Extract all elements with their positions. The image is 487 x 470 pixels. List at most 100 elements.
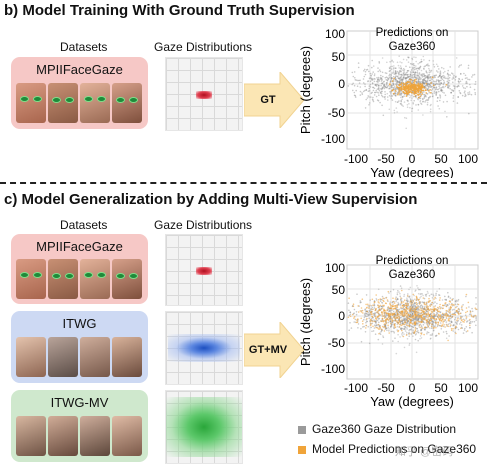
scatter-point (409, 73, 411, 76)
scatter-point (414, 305, 417, 307)
scatter-point (399, 77, 402, 79)
scatter-point (353, 312, 355, 314)
scatter-point (374, 317, 377, 319)
scatter-point (361, 320, 364, 322)
scatter-point (391, 80, 394, 82)
scatter-point (401, 327, 403, 330)
scatter-point (447, 82, 449, 85)
section-b-datasets-label: Datasets (60, 40, 108, 54)
scatter-point (408, 94, 411, 96)
scatter-point (382, 85, 385, 88)
x-tick: -50 (377, 381, 395, 395)
scatter-point (429, 334, 432, 336)
scatter-point (413, 311, 416, 314)
scatter-point (418, 93, 421, 95)
scatter-point (399, 321, 401, 324)
scatter-point (420, 328, 422, 331)
scatter-point (459, 73, 462, 75)
scatter-point (381, 104, 383, 107)
scatter-point (412, 85, 414, 87)
scatter-point (409, 324, 412, 327)
scatter-point (353, 315, 356, 318)
y-tick: 0 (338, 309, 345, 323)
scatter-point (405, 77, 407, 79)
scatter-point (419, 91, 422, 94)
scatter-point (427, 292, 429, 294)
scatter-point (415, 104, 417, 106)
scatter-point (457, 300, 459, 302)
scatter-point (373, 74, 376, 77)
scatter-point (349, 311, 352, 314)
scatter-point (365, 69, 368, 71)
scatter-point (434, 314, 437, 316)
scatter-point (362, 82, 365, 84)
scatter-point (458, 78, 461, 80)
scatter-point (428, 96, 431, 99)
scatter-point (369, 299, 371, 301)
scatter-point (419, 65, 422, 68)
scatter-point (374, 320, 376, 323)
scatter-point (429, 76, 432, 78)
scatter-point (417, 82, 420, 85)
scatter-point (397, 333, 399, 336)
scatter-point (369, 83, 372, 86)
scatter-point (412, 63, 415, 65)
scatter-point (401, 329, 403, 332)
scatter-point (413, 93, 415, 95)
scatter-point (435, 312, 438, 314)
scatter-point (406, 74, 409, 76)
scatter-point (405, 304, 408, 307)
scatter-point (417, 306, 419, 308)
scatter-point (396, 80, 399, 82)
scatter-point (423, 79, 426, 82)
scatter-point (451, 72, 453, 74)
scatter-point (398, 81, 400, 83)
scatter-point (407, 75, 409, 78)
scatter-point (418, 312, 421, 315)
scatter-point (370, 305, 373, 307)
scatter-point (385, 316, 387, 318)
scatter-point (359, 90, 362, 93)
scatter-point (390, 76, 393, 79)
scatter-point (375, 95, 378, 98)
scatter-point (473, 73, 476, 76)
scatter-point (459, 318, 461, 320)
scatter-point (432, 325, 435, 327)
scatter-point (364, 309, 366, 311)
x-axis-label: Yaw (degrees) (370, 165, 454, 178)
scatter-point (446, 324, 448, 326)
scatter-point (439, 322, 442, 324)
scatter-point (445, 321, 448, 323)
scatter-point (415, 80, 418, 83)
scatter-point (475, 297, 477, 299)
scatter-point (411, 312, 414, 315)
scatter-point (377, 304, 379, 307)
scatter-point (390, 93, 392, 95)
scatter-point (433, 80, 435, 82)
scatter-point (378, 85, 380, 87)
scatter-point (353, 84, 356, 87)
predictions-plot-b: Predictions on Gaze360 100 50 0 -50 -100… (300, 27, 479, 178)
scatter-point (439, 314, 442, 316)
scatter-point (370, 78, 373, 81)
scatter-point (428, 79, 431, 82)
scatter-point (363, 325, 365, 328)
scatter-point (416, 77, 419, 80)
scatter-point (432, 95, 434, 97)
scatter-point (457, 311, 460, 313)
scatter-point (400, 319, 403, 321)
scatter-point (453, 87, 456, 90)
scatter-point (412, 103, 415, 105)
scatter-point (370, 310, 373, 313)
scatter-point (388, 307, 391, 309)
scatter-point (410, 76, 412, 78)
legend-swatch-predictions (298, 446, 306, 454)
scatter-point (449, 297, 452, 299)
scatter-point (370, 74, 372, 77)
scatter-point (410, 69, 413, 71)
scatter-point (400, 88, 403, 91)
scatter-point (471, 321, 474, 323)
scatter-point (349, 315, 352, 318)
scatter-point (366, 313, 369, 316)
scatter-point (423, 328, 426, 331)
